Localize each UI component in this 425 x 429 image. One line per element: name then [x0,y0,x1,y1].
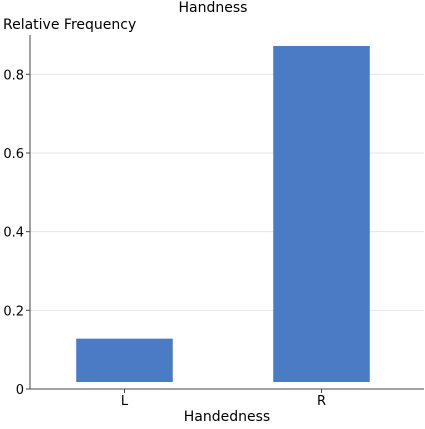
y-tick-label: 0.6 [3,147,24,162]
axes [29,35,424,390]
y-tick-label: 0.2 [3,304,24,319]
y-tick-label: 0.4 [3,226,24,241]
x-tick-label: L [121,394,129,409]
y-tick-labels: 0 0.2 0.4 0.6 0.8 [3,68,30,398]
y-tick-label: 0.8 [3,68,24,83]
chart-title: Handness [179,0,248,16]
x-tick-label: R [317,394,326,409]
bar-L[interactable] [76,338,173,382]
bars [76,46,370,382]
bar-R[interactable] [273,46,370,382]
x-axis-title: Handedness [184,409,270,425]
y-axis-title: Relative Frequency [3,17,136,33]
y-tick-label: 0 [16,383,24,398]
